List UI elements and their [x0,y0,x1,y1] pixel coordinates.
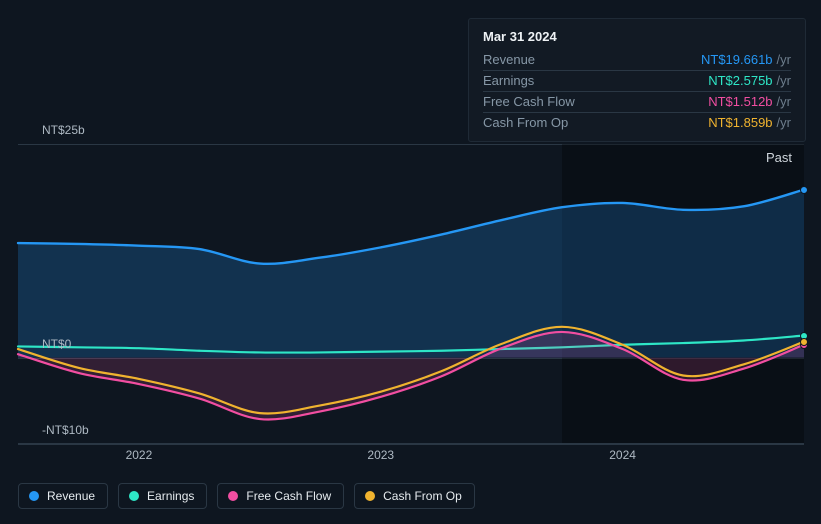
legend-item-cfo[interactable]: Cash From Op [354,483,475,509]
x-axis-tick-label: 2024 [609,448,636,462]
legend: Revenue Earnings Free Cash Flow Cash From O… [18,483,475,509]
series-area-revenue [18,190,804,358]
end-marker-cfo [800,338,808,346]
tooltip-row: Revenue NT$19.661b/yr [483,50,791,71]
x-axis-tick-label: 2022 [126,448,153,462]
tooltip-date: Mar 31 2024 [483,29,791,44]
tooltip-row: Earnings NT$2.575b/yr [483,71,791,92]
y-axis-tick-label: NT$25b [42,123,85,137]
legend-label: Revenue [47,489,95,503]
legend-swatch [228,491,238,501]
tooltip-row-label: Revenue [483,52,535,67]
legend-label: Earnings [147,489,194,503]
legend-swatch [365,491,375,501]
y-axis-tick-label: -NT$10b [42,423,89,437]
x-axis-tick-label: 2023 [367,448,394,462]
legend-label: Free Cash Flow [246,489,331,503]
chart-plot-area[interactable]: Past [18,144,804,444]
legend-swatch [129,491,139,501]
tooltip-row-value: NT$2.575b/yr [708,73,791,88]
gridline [18,444,804,445]
chart[interactable]: Past NT$25b NT$0 -NT$10b 2022 2023 2024 [18,118,804,462]
tooltip-row-label: Free Cash Flow [483,94,575,109]
tooltip-row-value: NT$1.512b/yr [708,94,791,109]
legend-item-fcf[interactable]: Free Cash Flow [217,483,344,509]
legend-item-revenue[interactable]: Revenue [18,483,108,509]
y-axis-tick-label: NT$0 [42,337,71,351]
tooltip-row: Free Cash Flow NT$1.512b/yr [483,92,791,113]
tooltip-row-label: Earnings [483,73,534,88]
tooltip-row-value: NT$19.661b/yr [701,52,791,67]
legend-label: Cash From Op [383,489,462,503]
chart-svg [18,144,804,443]
end-marker-revenue [800,186,808,194]
legend-item-earnings[interactable]: Earnings [118,483,207,509]
legend-swatch [29,491,39,501]
